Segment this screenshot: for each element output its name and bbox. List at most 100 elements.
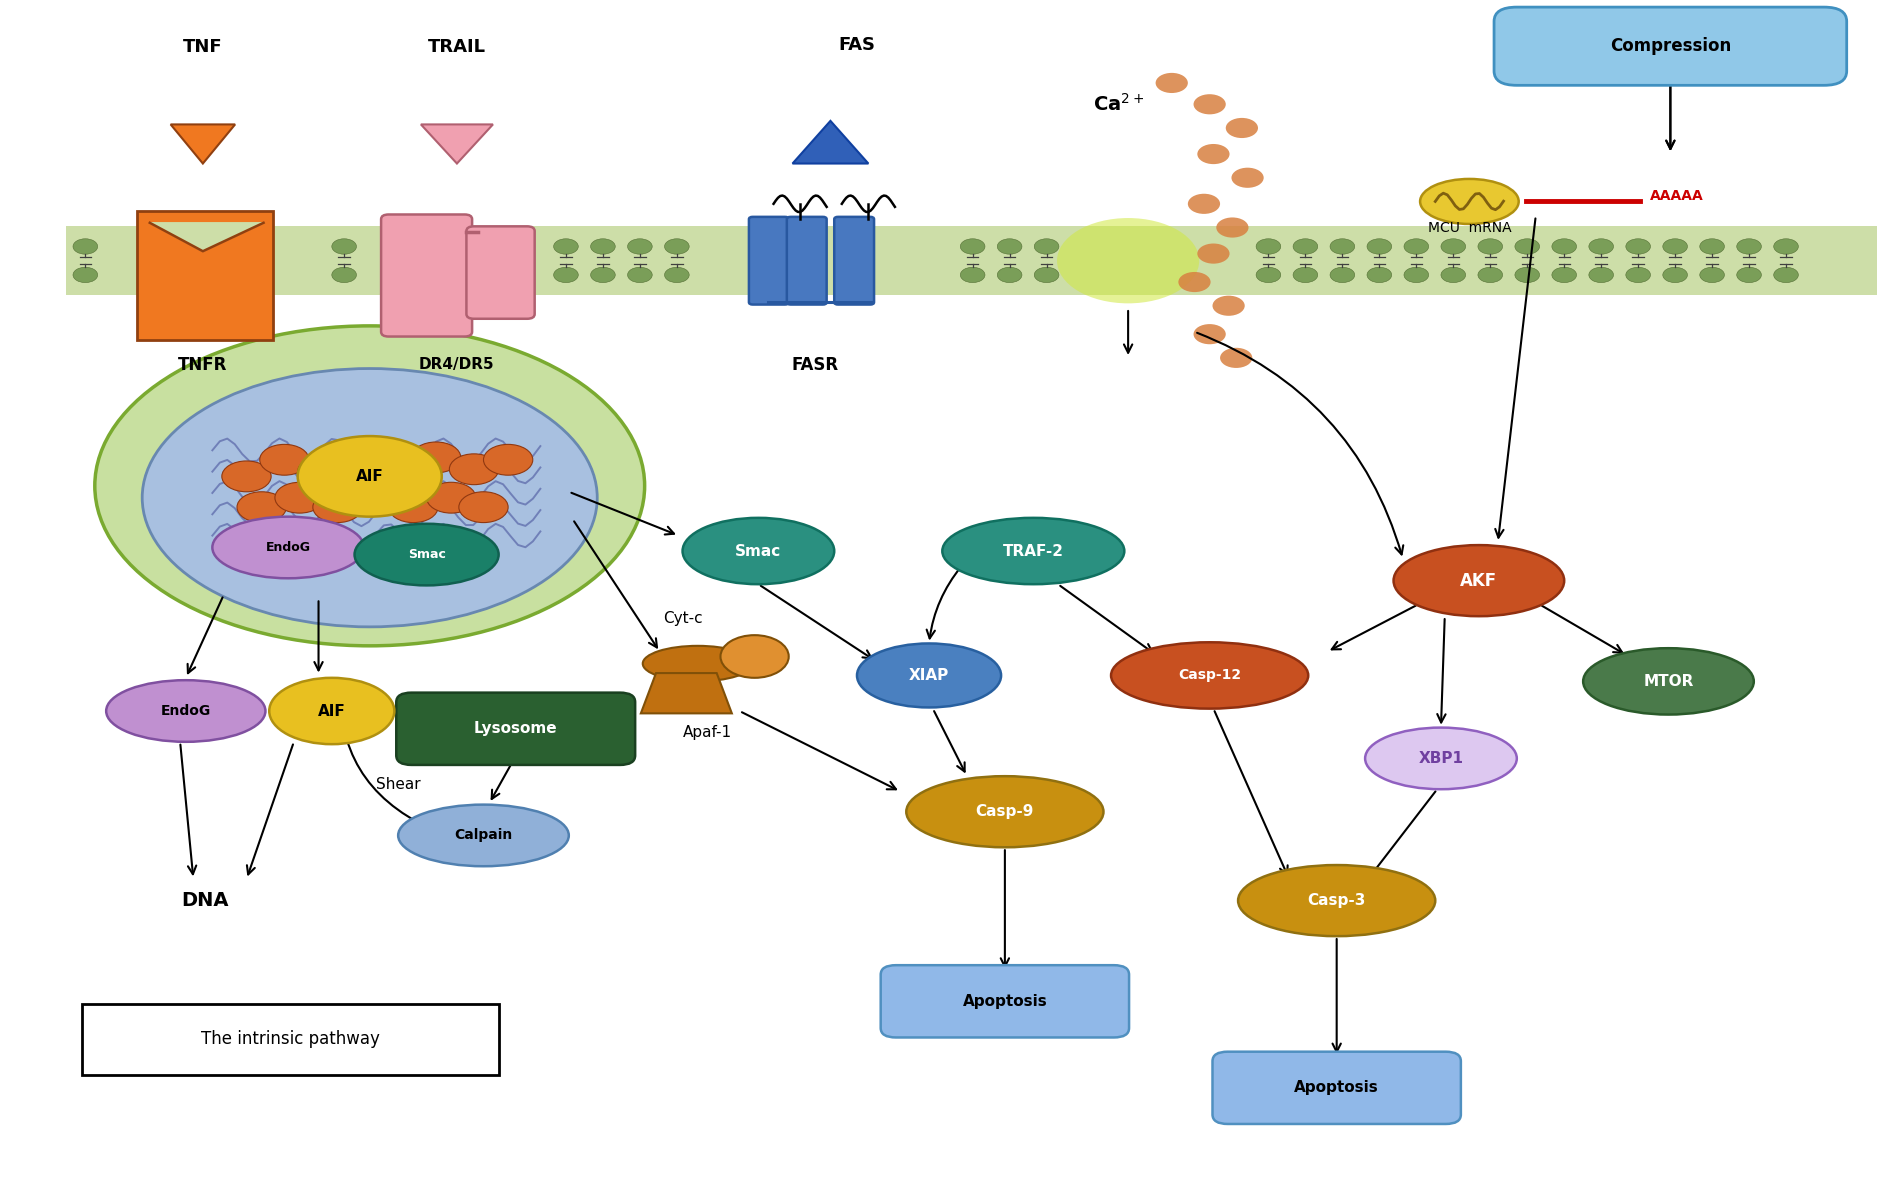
Circle shape: [1213, 296, 1246, 315]
Text: Calpain: Calpain: [455, 828, 512, 843]
Circle shape: [628, 238, 652, 254]
Ellipse shape: [683, 518, 834, 584]
Circle shape: [665, 267, 690, 282]
Text: The intrinsic pathway: The intrinsic pathway: [201, 1030, 379, 1049]
Circle shape: [1775, 267, 1799, 282]
Circle shape: [1775, 238, 1799, 254]
Circle shape: [260, 444, 309, 475]
Circle shape: [1403, 267, 1430, 282]
Text: MTOR: MTOR: [1644, 674, 1693, 688]
Circle shape: [332, 267, 356, 282]
Text: Lysosome: Lysosome: [474, 722, 557, 736]
Circle shape: [1198, 143, 1229, 164]
Circle shape: [665, 238, 690, 254]
Text: DR4/DR5: DR4/DR5: [419, 358, 495, 372]
Circle shape: [1177, 271, 1210, 292]
Text: Casp-9: Casp-9: [976, 805, 1033, 819]
Text: DNA: DNA: [180, 891, 229, 910]
Circle shape: [298, 456, 347, 487]
Circle shape: [1367, 267, 1392, 282]
Circle shape: [411, 442, 461, 473]
Text: Apoptosis: Apoptosis: [1295, 1081, 1378, 1095]
Circle shape: [554, 238, 578, 254]
Ellipse shape: [1420, 179, 1519, 224]
Circle shape: [1441, 267, 1466, 282]
Circle shape: [1035, 238, 1060, 254]
Ellipse shape: [1058, 218, 1198, 303]
Text: AAAAA: AAAAA: [1650, 188, 1703, 203]
Circle shape: [997, 267, 1022, 282]
Ellipse shape: [1583, 648, 1754, 715]
Circle shape: [1663, 238, 1687, 254]
Text: Compression: Compression: [1610, 37, 1731, 56]
Text: Smac: Smac: [736, 544, 781, 558]
Circle shape: [1194, 325, 1225, 345]
Text: MCU  mRNA: MCU mRNA: [1428, 220, 1511, 235]
Circle shape: [1403, 238, 1430, 254]
Text: Ca$^{2+}$: Ca$^{2+}$: [1094, 94, 1143, 115]
Circle shape: [1737, 267, 1761, 282]
Ellipse shape: [355, 524, 499, 585]
FancyBboxPatch shape: [381, 214, 472, 337]
Circle shape: [1255, 267, 1282, 282]
Ellipse shape: [269, 678, 394, 744]
Circle shape: [961, 238, 986, 254]
Circle shape: [1232, 167, 1263, 188]
Text: FASR: FASR: [793, 356, 838, 374]
Text: Cyt-c: Cyt-c: [664, 611, 702, 626]
Circle shape: [332, 238, 356, 254]
Text: AIF: AIF: [356, 469, 383, 483]
Circle shape: [427, 482, 476, 513]
Circle shape: [483, 444, 533, 475]
Circle shape: [1187, 194, 1221, 213]
Polygon shape: [171, 124, 235, 164]
Circle shape: [1367, 238, 1392, 254]
Circle shape: [1515, 267, 1540, 282]
Circle shape: [592, 238, 614, 254]
Circle shape: [449, 454, 499, 485]
Text: FAS: FAS: [838, 36, 876, 55]
Circle shape: [1293, 238, 1318, 254]
FancyBboxPatch shape: [1494, 7, 1847, 85]
Ellipse shape: [942, 518, 1124, 584]
Circle shape: [1293, 267, 1318, 282]
Ellipse shape: [906, 776, 1103, 847]
Circle shape: [222, 461, 271, 492]
Circle shape: [1737, 238, 1761, 254]
Text: AKF: AKF: [1460, 571, 1498, 590]
Circle shape: [1479, 267, 1504, 282]
Ellipse shape: [106, 680, 265, 742]
Polygon shape: [421, 124, 493, 164]
Text: XIAP: XIAP: [908, 668, 950, 683]
Text: TNF: TNF: [184, 38, 222, 57]
Ellipse shape: [643, 646, 753, 681]
Circle shape: [1225, 118, 1259, 137]
FancyBboxPatch shape: [466, 226, 535, 319]
FancyBboxPatch shape: [66, 226, 1877, 295]
Circle shape: [997, 238, 1022, 254]
Ellipse shape: [1111, 642, 1308, 709]
Text: Smac: Smac: [408, 549, 446, 561]
Circle shape: [1589, 238, 1613, 254]
Circle shape: [1551, 267, 1577, 282]
Polygon shape: [793, 121, 868, 164]
Circle shape: [1255, 238, 1282, 254]
Circle shape: [1551, 238, 1577, 254]
Circle shape: [961, 267, 986, 282]
Circle shape: [1627, 238, 1651, 254]
Circle shape: [74, 238, 99, 254]
Circle shape: [1221, 348, 1251, 367]
Text: Casp-3: Casp-3: [1308, 893, 1365, 908]
Polygon shape: [150, 223, 264, 251]
Circle shape: [1699, 238, 1725, 254]
Circle shape: [1627, 267, 1651, 282]
Text: Apaf-1: Apaf-1: [683, 725, 732, 739]
Ellipse shape: [1365, 728, 1517, 789]
Text: TRAF-2: TRAF-2: [1003, 544, 1064, 558]
Text: AIF: AIF: [319, 704, 345, 718]
FancyBboxPatch shape: [834, 217, 874, 305]
Circle shape: [237, 492, 286, 523]
Ellipse shape: [142, 369, 597, 627]
Circle shape: [336, 444, 385, 475]
Circle shape: [720, 635, 789, 678]
